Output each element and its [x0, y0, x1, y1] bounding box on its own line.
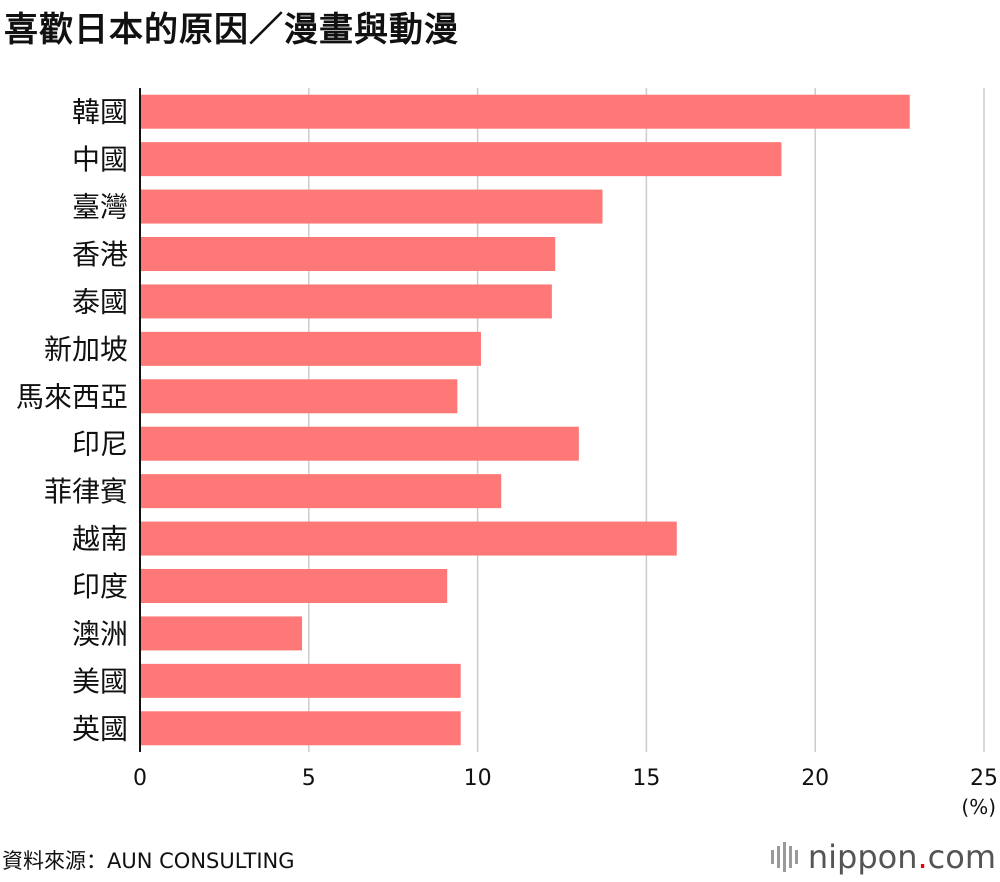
category-label: 香港: [72, 238, 128, 271]
x-tick-label: 10: [464, 766, 492, 791]
bar: [140, 663, 461, 698]
nippon-logo: nippon.com: [770, 838, 996, 876]
x-tick-label: 5: [302, 766, 316, 791]
brand-name: nippon: [807, 838, 918, 876]
x-tick-label: 15: [632, 766, 660, 791]
x-tick-label: 25: [970, 766, 998, 791]
brand-tld: com: [927, 838, 996, 876]
bar: [140, 379, 458, 414]
bar: [140, 237, 556, 271]
brand-dot: .: [917, 838, 928, 876]
category-label: 印尼: [72, 428, 128, 461]
bar: [140, 711, 461, 746]
bars: [140, 94, 910, 746]
category-label: 馬來西亞: [16, 380, 128, 413]
category-label: 中國: [72, 143, 128, 176]
bar: [140, 94, 910, 129]
chart-title: 喜歡日本的原因／漫畫與動漫: [4, 10, 459, 50]
bar: [140, 474, 502, 509]
category-label: 菲律賓: [44, 475, 128, 508]
x-tick-label: 0: [133, 766, 147, 791]
category-label: 英國: [72, 712, 128, 745]
category-label: 越南: [72, 523, 128, 556]
bar: [140, 331, 481, 366]
category-label: 美國: [72, 665, 128, 698]
category-label: 泰國: [72, 285, 128, 318]
category-label: 澳洲: [72, 617, 128, 650]
x-tick-labels: 0 5 10 15 20 25: [133, 766, 998, 791]
bar: [140, 142, 782, 177]
bar: [140, 521, 677, 556]
grid-lines: [308, 88, 985, 752]
bar: [140, 616, 303, 651]
bar: [140, 284, 552, 319]
category-label: 新加坡: [44, 333, 128, 366]
source-note: 資料來源：AUN CONSULTING: [2, 849, 295, 873]
category-label: 印度: [72, 570, 128, 603]
category-label: 韓國: [72, 96, 128, 129]
bar: [140, 569, 448, 603]
bar: [140, 426, 579, 461]
category-label: 臺灣: [72, 191, 128, 224]
unit-label: (%): [961, 795, 996, 819]
bar: [140, 189, 603, 224]
x-tick-label: 20: [801, 766, 829, 791]
logo-mark-icon: [770, 842, 798, 872]
